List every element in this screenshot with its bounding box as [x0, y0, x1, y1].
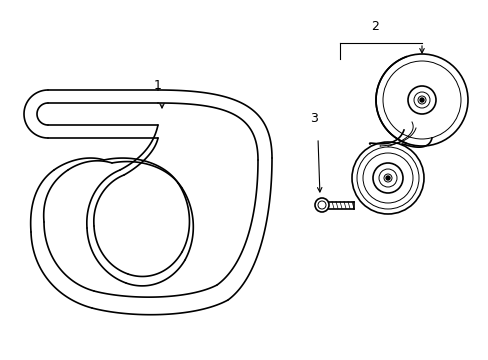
Text: 2: 2: [370, 20, 378, 33]
Circle shape: [419, 98, 423, 102]
Text: 1: 1: [154, 79, 162, 92]
Circle shape: [385, 176, 389, 180]
Text: 3: 3: [309, 112, 317, 125]
